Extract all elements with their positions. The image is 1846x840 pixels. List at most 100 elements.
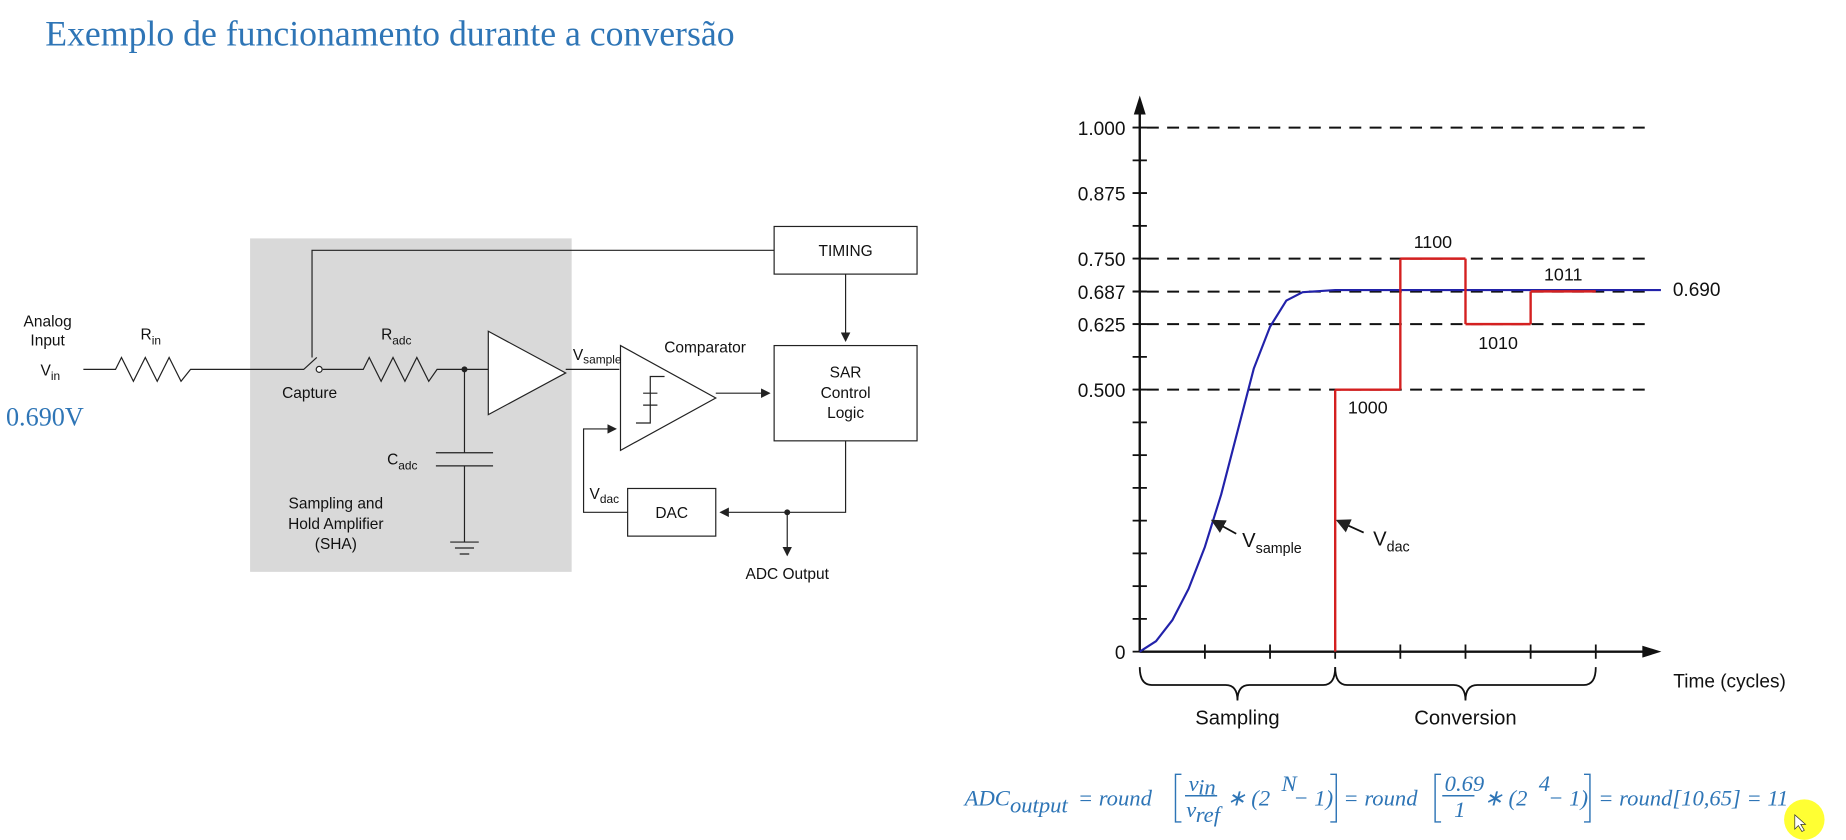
dac-box [627, 487, 717, 537]
cursor-highlight [1784, 799, 1825, 840]
formula-part: v [1189, 771, 1200, 796]
label: (SHA) [315, 536, 357, 553]
formula-part: − 1) [1293, 785, 1333, 810]
y-tick-label: 1.000 [1078, 119, 1126, 140]
label: Cadc [387, 452, 417, 473]
label: Analog [24, 314, 72, 331]
label-sub: adc [392, 333, 411, 347]
y-tick-label: 0 [1115, 643, 1126, 664]
label-sub: in [152, 333, 161, 347]
y-tick-label: 0.750 [1078, 250, 1126, 271]
formula-part: = round [1078, 785, 1153, 810]
code-label: 1011 [1544, 265, 1582, 285]
code-label: 1100 [1414, 232, 1452, 252]
series-label: Vdac [1373, 529, 1410, 556]
series-label: Vsample [1242, 530, 1302, 557]
label-main: V [590, 486, 601, 503]
comparator [619, 344, 718, 452]
formula-part: = round [1343, 785, 1418, 810]
wire [83, 356, 318, 383]
label-main: V [573, 347, 584, 364]
phase-label: Conversion [1414, 707, 1516, 729]
mouse-cursor [1794, 814, 1807, 832]
formula-part: N [1280, 771, 1298, 796]
label: Radc [381, 327, 411, 348]
formula-part: in [1198, 775, 1216, 800]
formula-part: ∗ (2 [1484, 785, 1527, 810]
y-tick-label: 0.687 [1078, 283, 1126, 304]
label-main: C [387, 452, 398, 469]
y-tick-label: 0.625 [1078, 315, 1126, 336]
formula-part: 1 [1454, 797, 1465, 822]
series-name: V [1242, 530, 1256, 552]
phase-label: Sampling [1195, 707, 1279, 729]
label: SAR [830, 365, 862, 382]
switch [315, 365, 323, 373]
phase-brace [1138, 667, 1337, 701]
label: TIMING [819, 243, 873, 260]
value-label: 0.690 [1673, 280, 1721, 301]
formula-part: = round[10,65] = 11 [1598, 785, 1788, 810]
axis-arrow [1133, 95, 1662, 658]
formula-part: ref [1196, 802, 1223, 827]
code-label: 1000 [1348, 397, 1388, 417]
label-main: R [381, 327, 392, 344]
label: Input [30, 333, 65, 350]
wire [311, 249, 775, 358]
formula-part: 4 [1539, 771, 1550, 796]
formula: ADC output = round v in v ref ∗ (2 N − 1… [963, 771, 1789, 827]
label: Control [821, 385, 871, 402]
label: Rin [141, 327, 161, 348]
label: ADC Output [746, 566, 830, 583]
label-main: V [40, 362, 51, 379]
slide-title: Exemplo de funcionamento durante a conve… [45, 13, 734, 53]
formula-part: v [1186, 797, 1197, 822]
callout-arrow [1210, 519, 1237, 535]
hysteresis [635, 375, 665, 424]
label: DAC [655, 505, 688, 522]
capacitor [435, 369, 494, 555]
callout-arrow [1335, 519, 1365, 534]
label-sub: sample [583, 352, 622, 366]
formula-part: 0.69 [1445, 771, 1485, 796]
sha-block [250, 238, 572, 572]
label: Vin [40, 362, 60, 383]
series-name: V [1373, 529, 1387, 551]
label-main: R [141, 327, 152, 344]
wire [322, 356, 489, 383]
label: Vsample [573, 347, 622, 367]
label: Hold Amplifier [288, 516, 383, 533]
formula-part: ∗ (2 [1227, 785, 1270, 810]
input-voltage: 0.690V [6, 402, 84, 431]
label: Logic [827, 405, 864, 422]
arrow [582, 424, 628, 513]
y-tick-label: 0.500 [1078, 381, 1126, 402]
series-name-sub: dac [1387, 540, 1410, 556]
formula-bracket [1174, 773, 1591, 823]
formula-part: ADC [963, 785, 1011, 810]
code-label: 1010 [1478, 333, 1518, 353]
label: Comparator [664, 340, 746, 357]
y-tick-label: 0.875 [1078, 184, 1126, 205]
phase-brace [1334, 667, 1597, 701]
label-sub: adc [398, 458, 417, 472]
chart: Time (cycles) 0 0.500 0.625 0.687 0.750 0.875… [1078, 95, 1786, 729]
arrow [719, 440, 847, 518]
label: Capture [282, 385, 337, 402]
formula-part: − 1) [1548, 785, 1588, 810]
label: Sampling and [289, 496, 384, 513]
label: Vdac [590, 486, 620, 506]
circuit-diagram: Analog Input Vin Rin Capture Radc Cadc S… [24, 225, 918, 583]
series-name-sub: sample [1256, 541, 1302, 557]
label-sub: in [51, 369, 60, 383]
axis [1138, 104, 1650, 653]
formula-part: output [1010, 792, 1069, 817]
amplifier [487, 330, 567, 416]
timing-box [773, 225, 918, 275]
line-series [1139, 288, 1661, 653]
sar-box [773, 344, 918, 442]
label-sub: dac [600, 492, 619, 506]
x-axis-label: Time (cycles) [1673, 671, 1786, 692]
